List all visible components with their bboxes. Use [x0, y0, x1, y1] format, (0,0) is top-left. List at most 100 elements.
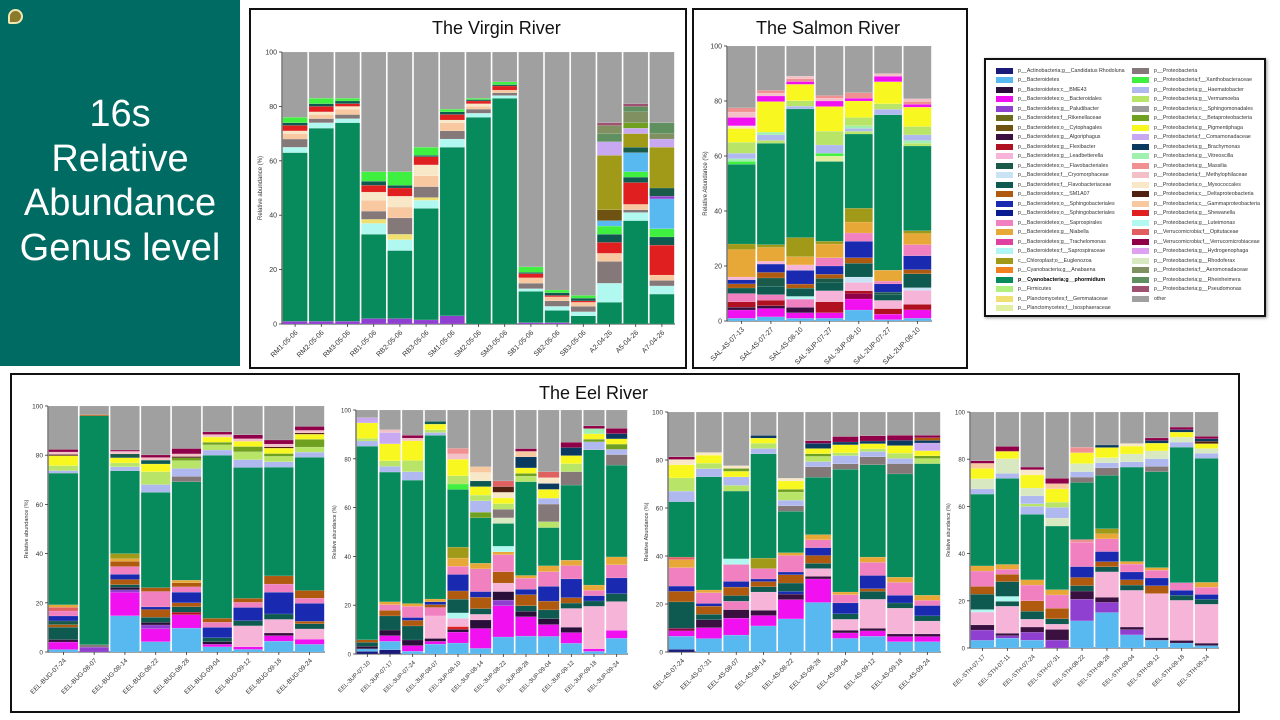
bar-segment: p__Proteobacteria;g__Vitreoscilla: 2 [583, 428, 605, 435]
legend-item: p__Proteobacteria;c__Gammaproteobacteria [1132, 199, 1260, 209]
bar-segment: p__Bacteroidetes;c__SM1A07: 3 [264, 575, 294, 585]
bar-segment: p__Proteobacteria;g__Haematobacter: 2 [1169, 441, 1194, 448]
bar-segment: p__Bacteroidetes;g__Paludibacter: 0.5 [544, 322, 570, 325]
bar-SAL-4S-08-10: p__Bacteroidetes: 1p__Bacteroidetes;o__B… [786, 45, 815, 322]
bar-segment: p__Proteobacteria;g__Luteimonas: 1 [970, 609, 995, 613]
bar-segment: p__Proteobacteria;c__Deltaproteobacteria… [171, 456, 202, 459]
bar-segment: p__Bacteroidetes: 2 [202, 646, 233, 653]
bar-segment: p__Proteobacteria;g__Pigmentiphaga: 5 [727, 128, 756, 143]
x-tick-label: RB1-05-06 [349, 329, 378, 358]
legend-label: p__Proteobacteria;o__Myxococcales [1154, 181, 1241, 188]
legend-swatch [1132, 210, 1149, 217]
bar-segment: other: 15 [695, 411, 722, 453]
bar-segment: p__Proteobacteria;g__Rheinheimera: 3 [596, 133, 622, 142]
bar-segment: p__Bacteroidetes;f__Flavobacteriaceae: 2 [750, 586, 777, 593]
bar-segment: c__Chloroplast;o__Euglenozoa: 1 [756, 244, 785, 248]
bar-segment: p__Bacteroidetes;o__Sphingobacteriales: … [1144, 577, 1169, 586]
bar-segment: other: 19 [970, 411, 995, 461]
legend-swatch [996, 191, 1013, 198]
bar-segment: p__Verrucomicrobia;f__Verrucomicrobiacea… [560, 442, 583, 448]
bar-segment: p__Proteobacteria;g__Pigmentiphaga: 7 [903, 106, 932, 127]
legend-swatch [996, 295, 1013, 302]
bar-segment: p__Proteobacteria;g__Pigmentiphaga: 4 [48, 455, 79, 466]
bar-segment: p__Proteobacteria;c__Gammaproteobacteria… [649, 274, 675, 281]
bar-segment: p__Proteobacteria: 4 [605, 454, 628, 466]
bar-segment: p__Bacteroidetes;o__Sphingobacteriales: … [140, 606, 171, 610]
bar-segment: p__Proteobacteria;g__Pigmentiphaga: 6 [379, 443, 401, 461]
bar-segment: p__Proteobacteria;f__Methylophilaceae: 1 [140, 457, 171, 461]
bar-segment: p__Proteobacteria;g__Luteimonas: 4 [387, 239, 413, 251]
bar-segment: p__Bacteroidetes;f__Flavobacteriaceae: 3 [537, 609, 560, 619]
bar-segment: p__Cyanobacteria;g__phormidium: 53 [48, 472, 79, 605]
bar-segment: p__Verrucomicrobia;f__Verrucomicrobiacea… [605, 428, 628, 434]
bar-segment: p__Proteobacteria;g__Brachymonas: 3 [560, 447, 583, 456]
bar-segment: p__Cyanobacteria;g__phormidium: 38 [623, 220, 649, 325]
bar-segment: other: 6 [583, 409, 605, 427]
bar-segment: p__Proteobacteria;g__Brachymonas: 1 [1095, 444, 1119, 448]
bar-segment: p__Proteobacteria;f__Methylophilaceae: 1 [171, 453, 202, 457]
bar-segment: p__Bacteroidetes;o__Sphingobacteriales: … [1169, 590, 1194, 596]
bar-segment: other: 12 [560, 409, 583, 443]
bar-segment: p__Proteobacteria;g__Pigmentiphaga: 5 [1020, 474, 1045, 489]
bar-segment: p__Bacteroidetes;o__Saprospirales: 6 [492, 554, 515, 572]
bar-segment: p__Bacteroidetes;c__SM1A07: 4 [1045, 608, 1069, 619]
bar-segment: p__Cyanobacteria;g__phormidium: 73 [335, 122, 361, 322]
bar-segment: p__Proteobacteria;g__Vermamoeba: 5 [140, 471, 171, 485]
bar-segment: p__Proteobacteria: 4 [413, 186, 439, 198]
bar-segment: p__Verrucomicrobia;f__Opitutaceae: 1 [668, 556, 695, 560]
bar-segment: p__Bacteroidetes;o__Bacteroidales: 4 [560, 632, 583, 644]
bar-segment: p__Bacteroidetes;o__Saprospirales: 6 [723, 564, 750, 582]
bar-segment: other: 9 [886, 411, 914, 436]
bar-segment: p__Bacteroidetes;o__Saprospirales: 6 [970, 570, 995, 587]
bar-segment: p__Bacteroidetes;o__Sphingobacteriales: … [777, 571, 804, 575]
bar-segment: p__Bacteroidetes;c__BME43: 2 [515, 611, 537, 617]
y-tick-label: 80 [269, 104, 277, 111]
y-tick-label: 60 [714, 154, 722, 161]
bar-segment: other: 35 [413, 51, 439, 148]
bar-segment: p__Bacteroidetes;g__Leadbetterella: 1 [756, 261, 785, 265]
bar-EEL-3UP-08-07: p__Bacteroidetes: 3.5p__Bacteroidetes;o_… [424, 409, 447, 655]
bar-segment: p__Bacteroidetes;o__Saprospirales: 2 [583, 590, 605, 596]
bar-segment: other: 18 [815, 45, 844, 96]
legend-label: p__Planctomycetes;f__Isosphaeraceae [1018, 305, 1111, 312]
bar-segment: p__Proteobacteria;o__Myxococcales: 2 [537, 477, 560, 484]
y-tick-label: 60 [958, 505, 965, 511]
bar-segment: p__Bacteroidetes;o__Saprospirales: 6 [140, 591, 171, 608]
bar-segment: other: 13 [1070, 411, 1094, 448]
bar-segment: p__Proteobacteria;g__Haematobacter: 1.5 [110, 466, 140, 471]
bar-segment: p__Proteobacteria;g__Haematobacter: 3 [401, 471, 424, 481]
bar-segment: p__Bacteroidetes;g__Algoriphagus: 1 [1144, 637, 1169, 641]
bar-segment: p__Cyanobacteria;g__phormidium: 24 [1045, 525, 1069, 590]
bar-segment: p__Proteobacteria: 1.5 [335, 114, 361, 119]
bar-segment: p__Proteobacteria;g__Pigmentiphaga: 2 [805, 448, 832, 454]
bar-segment: p__Proteobacteria;c__Betaproteobacteria:… [233, 446, 263, 452]
bar-segment: p__Bacteroidetes;c__SM1A07: 1.5 [171, 582, 202, 587]
bar-segment: p__Bacteroidetes;g__Leadbetterella: 8 [233, 625, 263, 647]
bar-segment: p__Bacteroidetes;o__Bacteroidales: 7 [777, 599, 804, 620]
bar-SAL-3UP-07-27: p__Bacteroidetes: 1p__Bacteroidetes;o__B… [815, 45, 844, 322]
bar-segment: p__Cyanobacteria;g__phormidium: 36.5 [756, 143, 785, 245]
legend-swatch [996, 162, 1013, 169]
legend-item: p__Bacteroidetes;g__Flexibacter [996, 142, 1125, 152]
bar-segment: p__Proteobacteria;f__Methylophilaceae: 1 [786, 75, 815, 79]
bar-EEL-STH-09-04: p__Bacteroidetes: 5p__Bacteroidetes;g__P… [1119, 411, 1144, 649]
bar-segment: p__Cyanobacteria;g__phormidium: 56.5 [874, 114, 903, 271]
bar-segment: p__Cyanobacteria;g__phormidium: 41 [413, 208, 439, 321]
bar-segment: p__Proteobacteria;g__Rhodoferax: 6 [995, 458, 1020, 474]
bar-segment: p__Bacteroidetes;o__Bacteroidales: 4 [447, 631, 469, 644]
legend-item: p__Proteobacteria;o__Myxococcales [1132, 180, 1260, 190]
bar-segment: other: 19 [723, 411, 750, 466]
bar-segment: p__Proteobacteria;g__Haematobacter: 1 [844, 128, 873, 132]
bar-segment: other: 9 [750, 411, 777, 436]
bar-segment: p__Cyanobacteria;g__phormidium: 37 [1144, 471, 1169, 568]
bar-segment: p__Verrucomicrobia;f__Verrucomicrobiacea… [1144, 437, 1169, 441]
legend-swatch [1132, 248, 1149, 255]
bar-segment: p__Bacteroidetes;o__Saprospirales: 3 [1169, 582, 1194, 591]
bar-segment: other: 6 [1169, 411, 1194, 428]
x-tick-label: A2-04-26 [589, 329, 614, 354]
bar-segment: p__Proteobacteria;g__Vermamoeba: 2 [805, 456, 832, 462]
bar-RM3-05-06: p__Bacteroidetes;g__Paludibacter: 1p__Cy… [335, 51, 361, 325]
bar-segment: p__Bacteroidetes;c__SM1A07: 3 [805, 555, 832, 564]
bar-EEL-BUG-09-24: p__Bacteroidetes: 3p__Bacteroidetes;o__B… [294, 405, 325, 653]
bar-segment: p__Bacteroidetes;f__Flavobacteriaceae: 2 [832, 613, 859, 620]
